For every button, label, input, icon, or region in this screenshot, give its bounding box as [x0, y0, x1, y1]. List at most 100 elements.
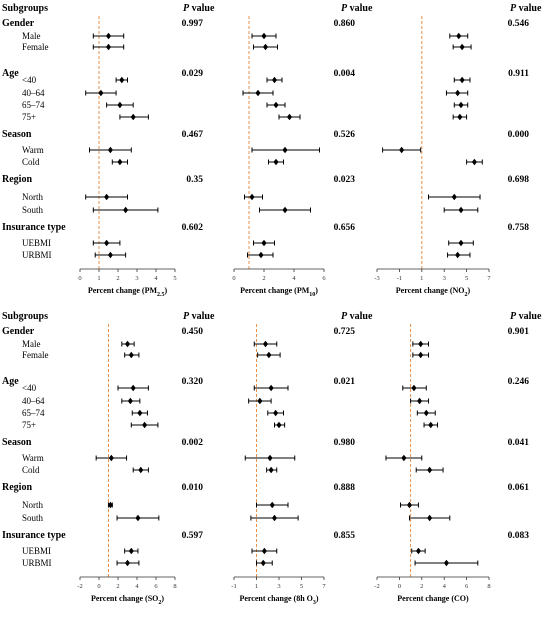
x-axis-label: Percent change (8h O3) [239, 594, 318, 606]
group-label: Season [2, 437, 32, 448]
point-estimate [124, 559, 131, 567]
p-value: 0.041 [508, 438, 530, 448]
x-tick-label: 0 [78, 275, 81, 282]
p-value: 0.546 [508, 19, 530, 29]
point-estimate [276, 421, 282, 429]
x-tick-label: -3 [374, 275, 379, 282]
subgroup-label: Male [22, 31, 41, 41]
subgroup-label: 75+ [22, 420, 36, 430]
x-tick-label: 2 [116, 275, 119, 282]
x-tick-label: 3 [443, 275, 446, 282]
point-estimate [117, 101, 123, 109]
point-estimate [418, 340, 424, 348]
point-estimate [455, 89, 461, 97]
point-estimate [266, 351, 272, 359]
point-estimate [107, 501, 113, 509]
subgroup-label: 40–64 [22, 396, 45, 406]
point-estimate [399, 146, 405, 154]
subgroup-label: Warm [22, 453, 44, 463]
point-estimate [98, 89, 104, 97]
subgroup-label: Male [22, 339, 41, 349]
forest-chart-5: -1 1 3 5 7 Percent change (8h O3) 0.725 0.021 0.… [231, 324, 355, 606]
x-tick-label: 4 [135, 583, 139, 590]
point-estimate [249, 193, 255, 201]
point-estimate [428, 421, 434, 429]
point-estimate [458, 101, 464, 109]
forest-chart-6: -2 0 2 4 6 8 Percent change (CO) 0.901 0.246 0.04… [374, 324, 529, 603]
x-tick-label: 2 [420, 583, 423, 590]
point-estimate [123, 206, 129, 214]
p-value: 0.002 [182, 438, 204, 448]
x-tick-label: -1 [231, 583, 236, 590]
p-value: 0.911 [508, 69, 529, 79]
p-value: 0.010 [182, 483, 204, 493]
x-tick-label: 4 [443, 583, 447, 590]
subgroup-label: 65–74 [22, 100, 45, 110]
p-value: 0.725 [334, 327, 356, 337]
x-tick-label: 1 [255, 583, 258, 590]
x-tick-label: 8 [173, 583, 176, 590]
p-value: 0.855 [334, 531, 356, 541]
x-axis-label: Percent change (CO) [397, 594, 469, 603]
point-estimate [104, 239, 110, 247]
point-estimate [273, 101, 279, 109]
point-estimate [138, 466, 144, 474]
x-tick-label: 3 [277, 583, 280, 590]
point-estimate [451, 193, 457, 201]
point-estimate [273, 409, 279, 417]
x-tick-label: -2 [374, 583, 379, 590]
point-estimate [142, 421, 148, 429]
p-value: 0.246 [508, 377, 530, 387]
point-estimate [124, 340, 131, 348]
point-estimate [117, 158, 123, 166]
p-value-header: P value [341, 3, 373, 14]
point-estimate [286, 113, 293, 121]
x-tick-label: 5 [173, 275, 176, 282]
x-tick-label: 4 [154, 275, 158, 282]
point-estimate [267, 454, 273, 462]
p-value-header: P value [183, 3, 215, 14]
point-estimate [257, 397, 263, 405]
point-estimate [273, 158, 279, 166]
point-estimate [459, 76, 465, 84]
group-label: Age [2, 376, 19, 387]
p-value-header: P value [183, 311, 215, 322]
point-estimate [271, 76, 278, 84]
point-estimate [457, 113, 463, 121]
p-value: 0.004 [334, 69, 356, 79]
point-estimate [104, 193, 110, 201]
x-tick-label: 1 [420, 275, 423, 282]
p-value: 0.023 [334, 175, 356, 185]
point-estimate [255, 89, 261, 97]
point-estimate [268, 466, 274, 474]
p-value: 0.526 [334, 130, 356, 140]
point-estimate [127, 397, 133, 405]
point-estimate [269, 501, 275, 509]
x-tick-label: 0 [232, 275, 235, 282]
point-estimate [406, 501, 413, 509]
point-estimate [258, 251, 264, 259]
p-value: 0.860 [334, 19, 356, 29]
x-axis-label: Percent change (NO2) [396, 286, 471, 298]
point-estimate [427, 466, 433, 474]
point-estimate [261, 239, 267, 247]
p-value: 0.997 [182, 19, 204, 29]
point-estimate [135, 514, 141, 522]
point-estimate [105, 32, 112, 40]
p-value: 0.029 [182, 69, 204, 79]
p-value: 0.450 [182, 327, 204, 337]
p-value: 0.980 [334, 438, 356, 448]
point-estimate [423, 409, 429, 417]
x-tick-label: 2 [262, 275, 265, 282]
subgroup-label: UEBMI [22, 238, 51, 248]
point-estimate [128, 547, 134, 555]
point-estimate [105, 43, 112, 51]
subgroup-label: 40–64 [22, 88, 45, 98]
group-label: Region [2, 174, 32, 185]
group-label: Age [2, 68, 19, 79]
point-estimate [418, 351, 424, 359]
forest-chart-3: -3 -1 1 3 5 7 Percent change (NO2) 0.546 0.911 0.… [374, 16, 529, 298]
point-estimate [415, 547, 422, 555]
x-tick-label: 8 [487, 583, 490, 590]
group-label: Insurance type [2, 530, 66, 541]
